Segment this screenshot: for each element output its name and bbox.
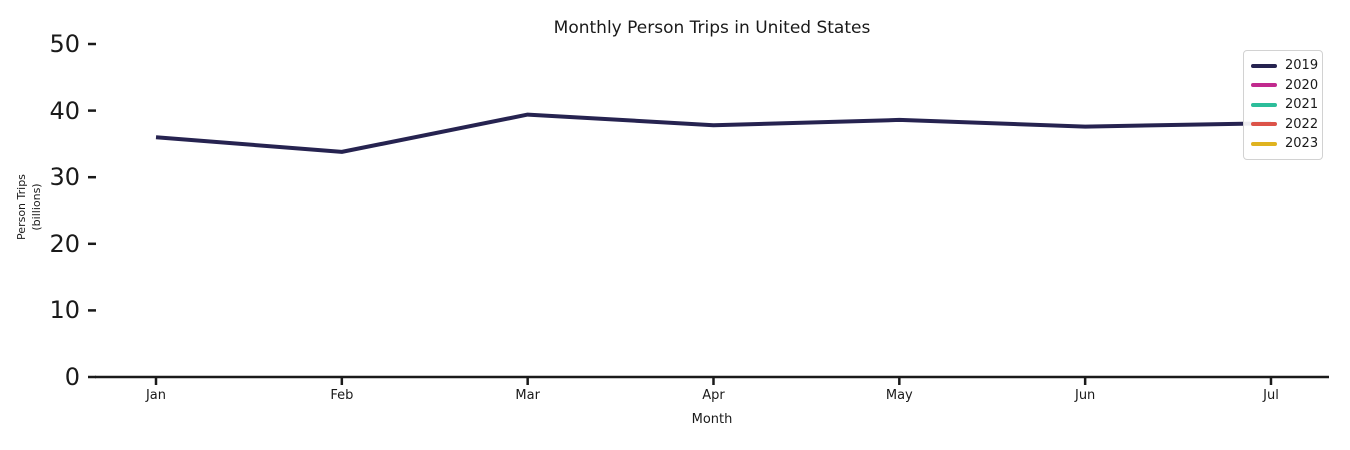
legend: 2019 2020 2021 2022 2023 xyxy=(1243,50,1323,160)
legend-item-label: 2019 xyxy=(1285,58,1319,74)
y-tick-label: 30 xyxy=(49,163,80,192)
y-tick-label: 10 xyxy=(49,296,80,325)
x-tick-label: Feb xyxy=(330,388,354,403)
legend-item-2022: 2022 xyxy=(1251,115,1319,135)
legend-swatch-2023 xyxy=(1251,141,1277,146)
legend-swatch-2020 xyxy=(1251,83,1277,88)
y-axis-label-line1: Person Trips xyxy=(15,174,28,240)
x-tick-label: Jul xyxy=(1263,388,1279,403)
y-axis-label: Person Trips (billions) xyxy=(14,127,54,287)
x-axis-label: Month xyxy=(691,412,733,427)
y-tick-label: 20 xyxy=(49,229,80,258)
x-tick-label: Jun xyxy=(1074,388,1096,403)
legend-item-2021: 2021 xyxy=(1251,95,1319,115)
x-tick-label: May xyxy=(885,388,913,403)
legend-item-2020: 2020 xyxy=(1251,76,1319,96)
legend-item-label: 2022 xyxy=(1285,116,1319,132)
legend-swatch-2022 xyxy=(1251,122,1277,127)
y-tick-label: 40 xyxy=(49,96,80,125)
legend-item-label: 2020 xyxy=(1285,77,1319,93)
legend-item-2023: 2023 xyxy=(1251,134,1319,154)
y-tick-label: 0 xyxy=(64,363,80,391)
legend-item-2019: 2019 xyxy=(1251,56,1319,76)
x-tick-label: Apr xyxy=(702,388,725,403)
x-tick-label: Mar xyxy=(515,388,540,403)
series-line-2019 xyxy=(155,112,1272,154)
x-tick-label: Jan xyxy=(145,388,167,403)
legend-item-label: 2023 xyxy=(1285,136,1319,152)
chart-title: Monthly Person Trips in United States xyxy=(553,18,871,38)
legend-swatch-2019 xyxy=(1251,63,1277,68)
y-axis-label-line2: (billions) xyxy=(30,183,43,231)
legend-item-label: 2021 xyxy=(1285,97,1319,113)
legend-swatch-2021 xyxy=(1251,102,1277,107)
y-tick-label: 50 xyxy=(49,30,80,58)
